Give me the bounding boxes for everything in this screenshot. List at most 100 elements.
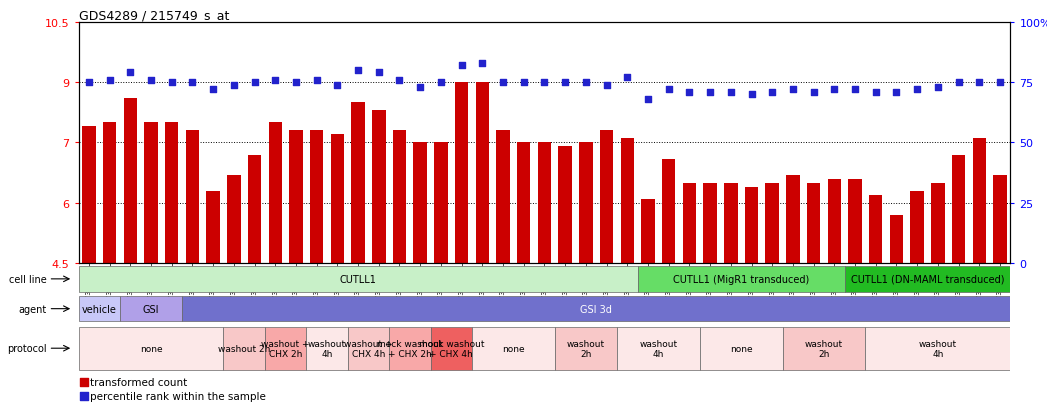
Bar [435, 143, 448, 263]
Point [308, 77, 325, 84]
Point [371, 70, 387, 76]
Bar [223, 327, 265, 370]
Point [392, 77, 408, 84]
Point [826, 87, 843, 93]
Bar [82, 127, 95, 263]
Bar [248, 155, 262, 263]
Point [163, 80, 180, 86]
Text: none: none [730, 344, 753, 353]
Bar [617, 327, 699, 370]
Bar [475, 83, 489, 263]
Text: washout
4h: washout 4h [919, 339, 957, 358]
Text: GDS4289 / 215749_s_at: GDS4289 / 215749_s_at [79, 9, 229, 21]
Bar [782, 327, 866, 370]
Bar [79, 296, 120, 322]
Point [329, 82, 346, 89]
Point [743, 92, 760, 98]
Bar [911, 191, 923, 263]
Point [205, 87, 222, 93]
Bar [472, 327, 555, 370]
Text: washout +
CHX 4h: washout + CHX 4h [344, 339, 393, 358]
Bar [845, 266, 1010, 292]
Point [619, 75, 636, 81]
Bar [994, 175, 1007, 263]
Bar [744, 187, 758, 263]
Text: GSI: GSI [142, 304, 159, 314]
Bar [952, 155, 965, 263]
Bar [638, 266, 845, 292]
Text: washout 2h: washout 2h [218, 344, 270, 353]
Bar [144, 123, 158, 263]
Point [184, 80, 201, 86]
Point [971, 80, 987, 86]
Point [142, 77, 159, 84]
Point [661, 87, 677, 93]
Bar [704, 183, 717, 263]
Bar [182, 296, 1010, 322]
Text: percentile rank within the sample: percentile rank within the sample [90, 391, 266, 401]
Bar [79, 266, 638, 292]
Point [474, 60, 491, 67]
Text: CUTLL1: CUTLL1 [339, 274, 377, 284]
Bar [866, 327, 1010, 370]
Point [75, 393, 92, 399]
Point [494, 80, 511, 86]
Bar [641, 199, 654, 263]
Bar [206, 191, 220, 263]
Bar [765, 183, 779, 263]
Bar [227, 175, 241, 263]
Text: mock washout
+ CHX 2h: mock washout + CHX 2h [377, 339, 443, 358]
Bar [538, 143, 551, 263]
Bar [931, 183, 944, 263]
Point [536, 80, 553, 86]
Bar [786, 175, 800, 263]
Point [951, 80, 967, 86]
Point [121, 70, 138, 76]
Text: none: none [139, 344, 162, 353]
Text: none: none [503, 344, 525, 353]
Point [81, 80, 97, 86]
Bar [725, 183, 737, 263]
Point [640, 97, 656, 103]
Point [578, 80, 595, 86]
Bar [268, 123, 282, 263]
Point [102, 77, 118, 84]
Bar [869, 195, 883, 263]
Bar [517, 143, 531, 263]
Point [701, 89, 718, 96]
Text: washout +
CHX 2h: washout + CHX 2h [262, 339, 310, 358]
Bar [890, 215, 904, 263]
Bar [621, 139, 634, 263]
Text: cell line: cell line [8, 274, 46, 284]
Bar [124, 99, 137, 263]
Text: mock washout
+ CHX 4h: mock washout + CHX 4h [419, 339, 484, 358]
Bar [372, 111, 385, 263]
Bar [600, 131, 614, 263]
Text: washout
2h: washout 2h [566, 339, 605, 358]
Point [515, 80, 532, 86]
Point [350, 68, 366, 74]
Bar [827, 179, 841, 263]
Point [557, 80, 574, 86]
Text: agent: agent [18, 304, 46, 314]
Point [722, 89, 739, 96]
Bar [103, 123, 116, 263]
Point [432, 80, 449, 86]
Bar [185, 131, 199, 263]
Bar [389, 327, 430, 370]
Point [267, 77, 284, 84]
Bar [79, 327, 223, 370]
Bar [393, 131, 406, 263]
Point [909, 87, 926, 93]
Bar [454, 83, 468, 263]
Point [75, 379, 92, 386]
Text: washout
2h: washout 2h [805, 339, 843, 358]
Point [992, 80, 1008, 86]
Point [225, 82, 242, 89]
Text: CUTLL1 (MigR1 transduced): CUTLL1 (MigR1 transduced) [673, 274, 809, 284]
Bar [555, 327, 617, 370]
Text: transformed count: transformed count [90, 377, 187, 387]
Text: washout
4h: washout 4h [308, 339, 347, 358]
Bar [662, 159, 675, 263]
Bar [973, 139, 986, 263]
